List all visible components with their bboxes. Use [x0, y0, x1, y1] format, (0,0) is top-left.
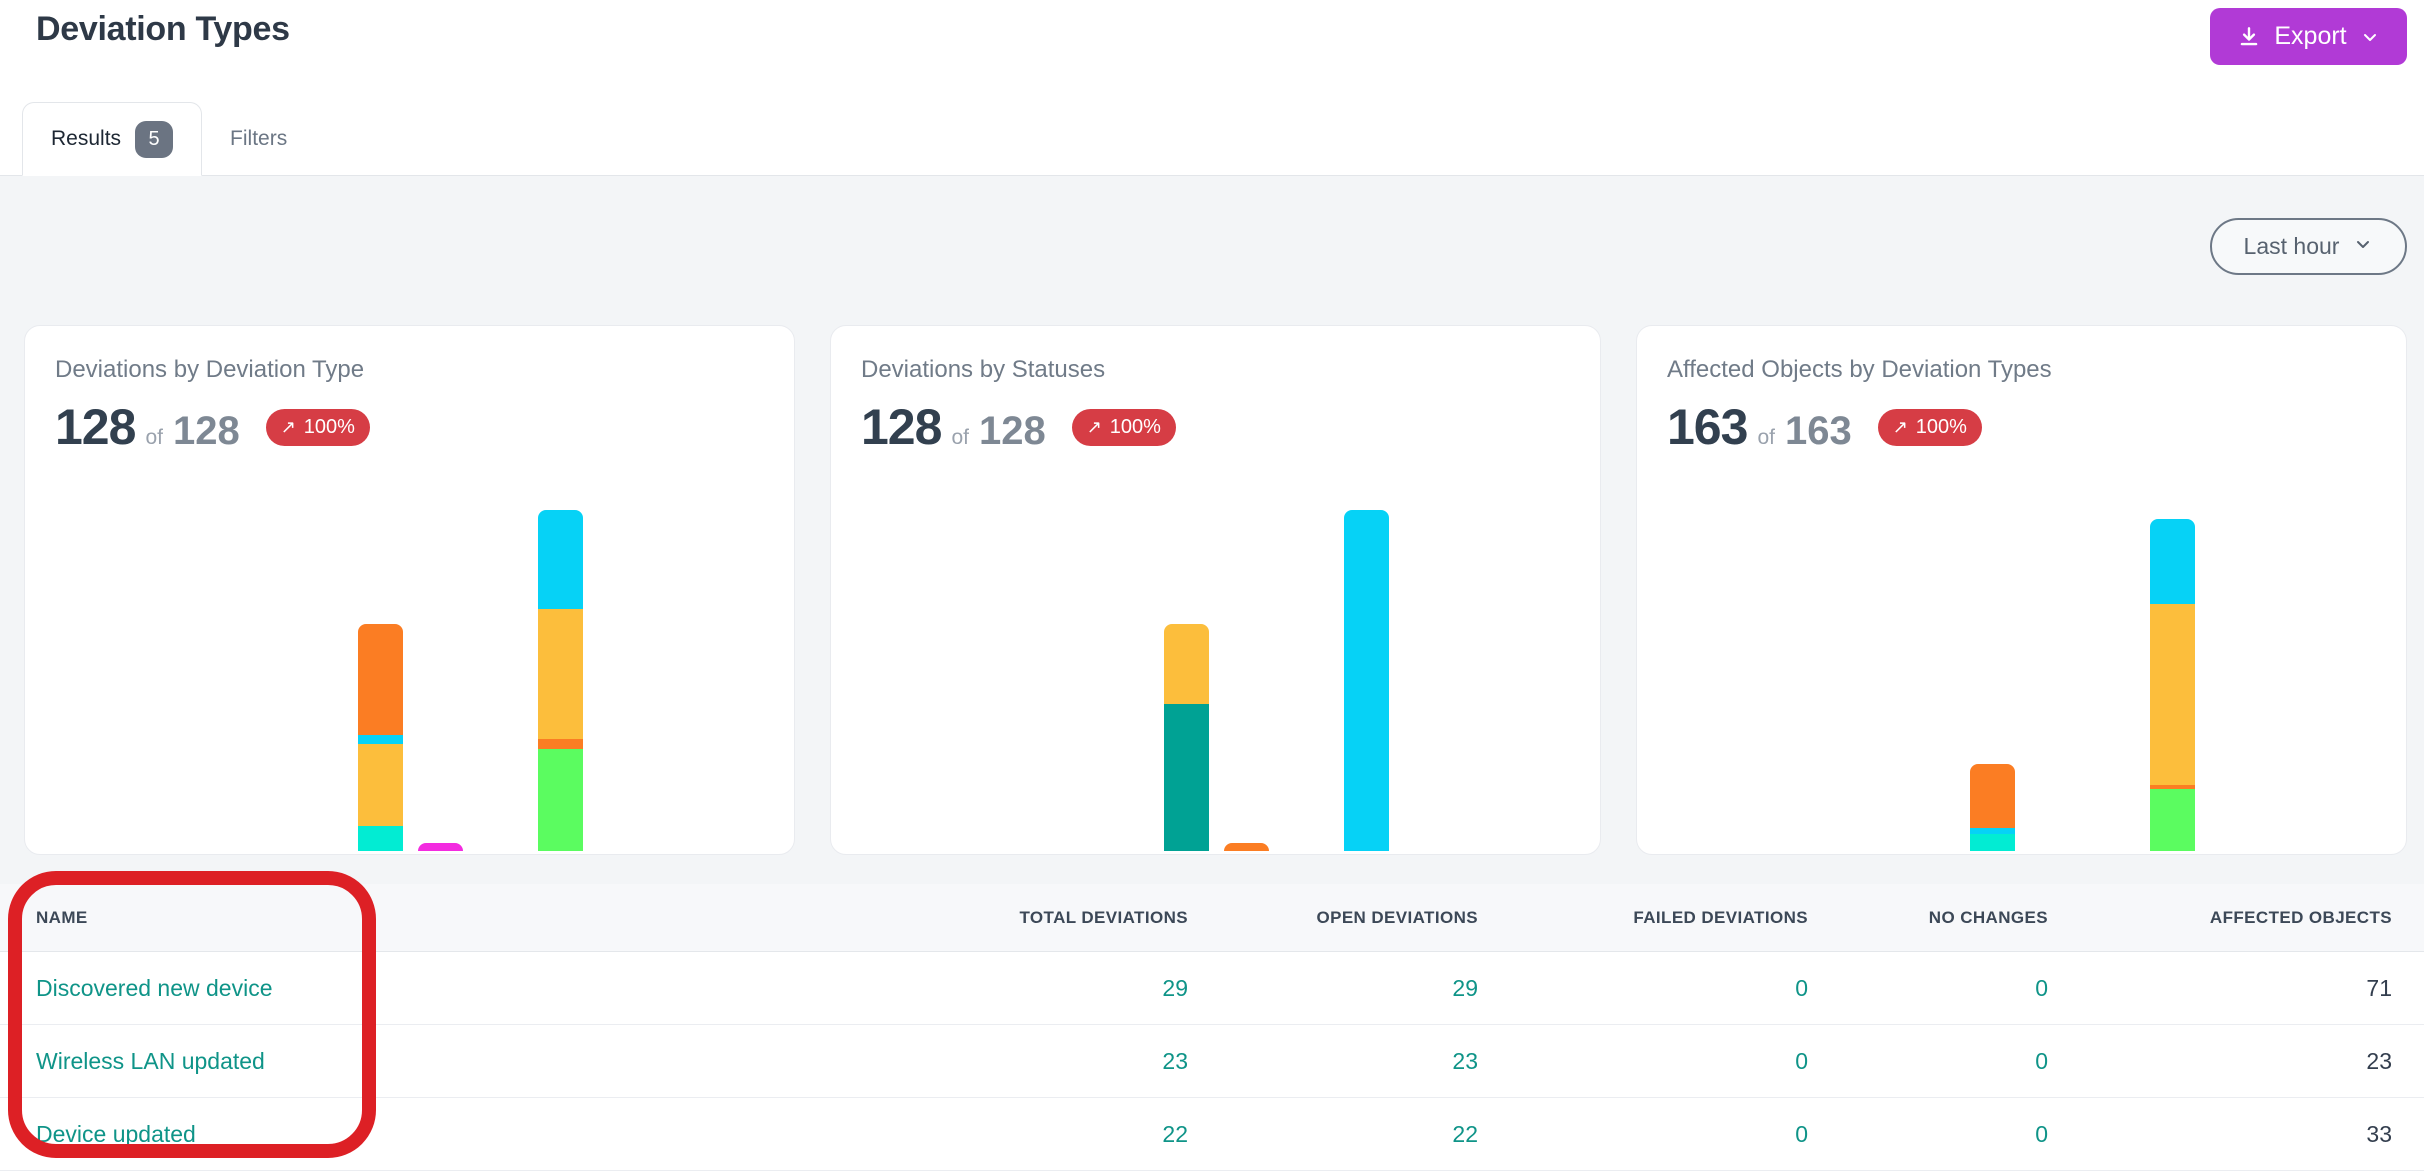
tab-results-label: Results [51, 127, 122, 150]
affected-objects-value: 23 [2366, 1047, 2392, 1074]
tab-results[interactable]: Results 5 [22, 102, 203, 176]
time-range-value: Last hour [2243, 233, 2340, 259]
results-count-badge: 5 [135, 120, 174, 158]
stat-total: 128 [172, 409, 240, 453]
total-deviations-value[interactable]: 29 [1162, 974, 1188, 1001]
deviation-type-link[interactable]: Device updated [36, 1120, 196, 1147]
dashboard-section: Last hour Deviations by Deviation Type 1… [0, 176, 2424, 884]
tab-bar: Results 5 Filters [0, 96, 2424, 176]
open-deviations-value[interactable]: 23 [1452, 1047, 1478, 1074]
arrow-up-right-icon: ↗ [1892, 417, 1908, 437]
tab-filters-label: Filters [230, 127, 288, 150]
stat-total: 128 [978, 409, 1046, 453]
export-button[interactable]: Export [2210, 8, 2407, 65]
chevron-down-icon [2353, 233, 2373, 260]
no-changes-value[interactable]: 0 [2035, 974, 2048, 1001]
no-changes-value[interactable]: 0 [2035, 1120, 2048, 1147]
column-header-total-deviations: TOTAL DEVIATIONS [1019, 907, 1188, 927]
trend-badge: ↗ 100% [1071, 408, 1176, 446]
arrow-up-right-icon: ↗ [280, 417, 296, 437]
trend-badge-value: 100% [1109, 415, 1161, 438]
arrow-up-right-icon: ↗ [1086, 417, 1102, 437]
stat-of-label: of [145, 426, 163, 449]
deviation-type-link[interactable]: Discovered new device [36, 974, 273, 1001]
top-bar: Deviation Types Export [0, 0, 2424, 96]
card-title: Deviations by Deviation Type [55, 356, 365, 383]
table-row: Discovered new device 29 29 0 0 71 [0, 952, 2424, 1025]
failed-deviations-value[interactable]: 0 [1795, 974, 1808, 1001]
column-header-name: NAME [36, 907, 88, 927]
no-changes-value[interactable]: 0 [2035, 1047, 2048, 1074]
tab-filters[interactable]: Filters [202, 102, 315, 176]
stat-total: 163 [1784, 409, 1852, 453]
column-header-affected-objects: AFFECTED OBJECTS [2209, 907, 2392, 927]
chevron-down-icon [2360, 27, 2380, 47]
affected-objects-value: 33 [2366, 1120, 2392, 1147]
stat-cards-row: Deviations by Deviation Type 128 of 128 … [24, 325, 2407, 855]
column-header-open-deviations: OPEN DEVIATIONS [1316, 907, 1478, 927]
open-deviations-value[interactable]: 22 [1452, 1120, 1478, 1147]
deviation-type-link[interactable]: Wireless LAN updated [36, 1047, 265, 1074]
failed-deviations-value[interactable]: 0 [1795, 1120, 1808, 1147]
total-deviations-value[interactable]: 23 [1162, 1047, 1188, 1074]
trend-badge: ↗ 100% [1877, 408, 1982, 446]
trend-badge-value: 100% [303, 415, 355, 438]
time-range-select[interactable]: Last hour [2210, 218, 2407, 275]
download-icon [2237, 25, 2261, 49]
stat-value: 128 [55, 399, 136, 455]
table-row: Device updated 22 22 0 0 33 [0, 1098, 2424, 1171]
stat-row: 128 of 128 ↗ 100% [861, 398, 1600, 456]
trend-badge: ↗ 100% [265, 408, 370, 446]
export-button-label: Export [2274, 22, 2347, 50]
stat-row: 128 of 128 ↗ 100% [55, 398, 794, 456]
total-deviations-value[interactable]: 22 [1162, 1120, 1188, 1147]
stat-value: 128 [861, 399, 942, 455]
card-title: Deviations by Statuses [861, 356, 1106, 383]
failed-deviations-value[interactable]: 0 [1795, 1047, 1808, 1074]
deviation-types-table: NAME TOTAL DEVIATIONS OPEN DEVIATIONS FA… [0, 884, 2424, 1171]
stat-of-label: of [1757, 426, 1775, 449]
table-header-row: NAME TOTAL DEVIATIONS OPEN DEVIATIONS FA… [0, 884, 2424, 952]
card-affected-objects: Affected Objects by Deviation Types 163 … [1636, 325, 2407, 855]
card-deviations-by-type: Deviations by Deviation Type 128 of 128 … [24, 325, 795, 855]
column-header-no-changes: NO CHANGES [1928, 907, 2048, 927]
table-row: Wireless LAN updated 23 23 0 0 23 [0, 1025, 2424, 1098]
open-deviations-value[interactable]: 29 [1452, 974, 1478, 1001]
column-header-failed-deviations: FAILED DEVIATIONS [1633, 907, 1808, 927]
card-title: Affected Objects by Deviation Types [1667, 356, 2052, 383]
trend-badge-value: 100% [1915, 415, 1967, 438]
page-title: Deviation Types [36, 10, 290, 48]
card-deviations-by-status: Deviations by Statuses 128 of 128 ↗ 100% [830, 325, 1601, 855]
affected-objects-value: 71 [2366, 974, 2392, 1001]
stat-row: 163 of 163 ↗ 100% [1667, 398, 2406, 456]
stat-of-label: of [951, 426, 969, 449]
stat-value: 163 [1667, 399, 1748, 455]
